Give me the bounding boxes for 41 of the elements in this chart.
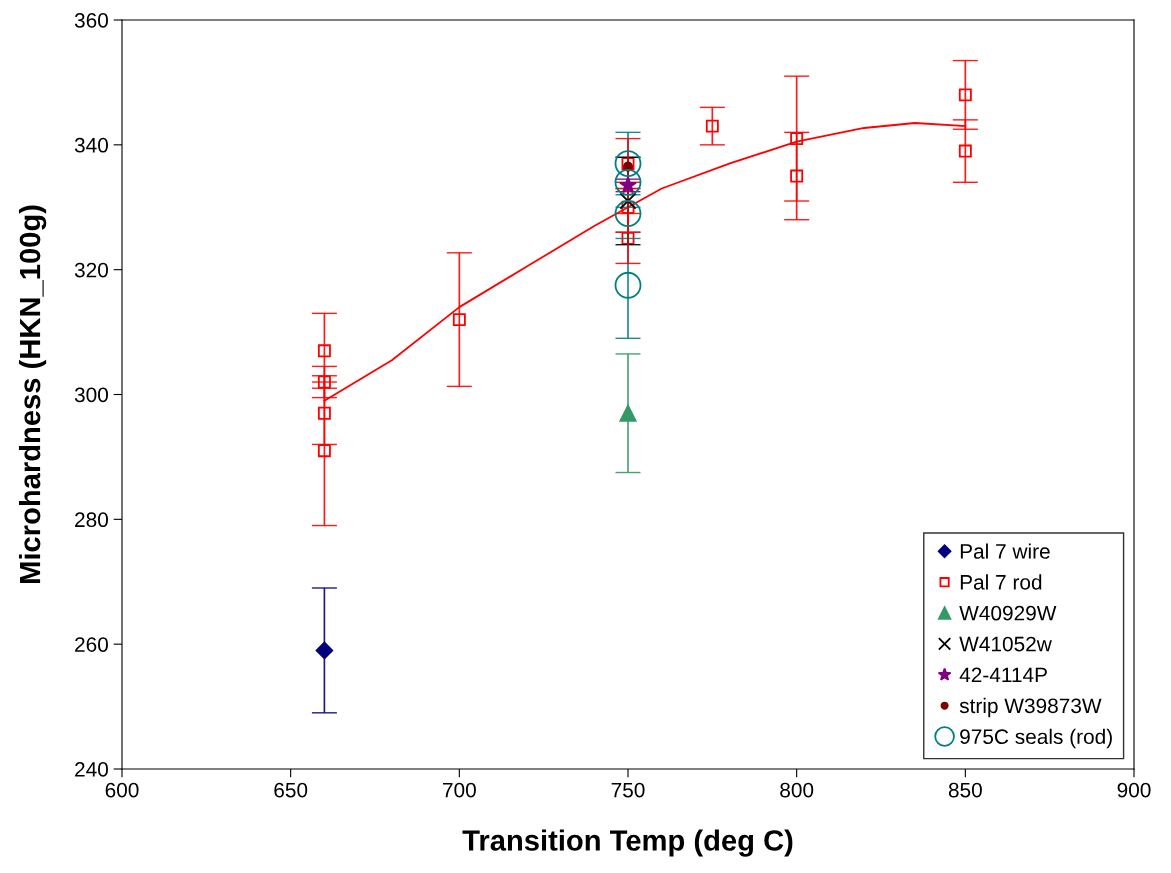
legend-label: W40929W — [959, 605, 1057, 621]
legend-label: Pal 7 rod — [960, 574, 1042, 590]
point — [452, 313, 466, 327]
point — [958, 144, 972, 158]
x-tick-label: 850 — [948, 782, 982, 798]
point — [790, 169, 804, 183]
y-tick-label: 300 — [74, 387, 108, 403]
legend-label: Pal 7 wire — [960, 543, 1050, 559]
point — [705, 119, 719, 133]
x-tick-label: 600 — [105, 782, 139, 798]
y-tick-label: 320 — [74, 262, 108, 278]
point — [614, 271, 642, 299]
point — [317, 375, 331, 389]
x-tick-label: 800 — [780, 782, 814, 798]
y-tick-label: 260 — [75, 637, 108, 652]
point — [614, 200, 642, 227]
y-tick-label: 280 — [75, 512, 108, 528]
x-tick-label: 900 — [1117, 782, 1151, 798]
point — [315, 641, 334, 660]
point — [317, 406, 331, 420]
point — [317, 344, 331, 358]
point — [317, 444, 331, 458]
point — [958, 88, 972, 102]
x-axis-title: Transition Temp (deg C) — [462, 829, 793, 857]
y-tick-label: 360 — [74, 13, 108, 28]
x-tick-label: 650 — [274, 782, 308, 798]
point — [619, 404, 637, 422]
x-tick-label: 750 — [611, 782, 645, 798]
legend-label: W41052w — [959, 636, 1052, 652]
point — [619, 192, 637, 210]
y-tick-label: 240 — [75, 762, 108, 777]
legend-label: strip W39873W — [959, 697, 1102, 718]
point — [790, 132, 804, 146]
point — [614, 168, 642, 196]
x-tick-label: 700 — [443, 782, 476, 798]
point — [614, 150, 642, 177]
legend-label: 975C seals (rod) — [960, 728, 1112, 749]
legend-label: 42-4114P — [959, 667, 1047, 683]
point — [621, 231, 635, 245]
y-tick-label: 340 — [74, 137, 108, 153]
y-axis-title: Microhardness (HKN_100g) — [18, 205, 47, 583]
